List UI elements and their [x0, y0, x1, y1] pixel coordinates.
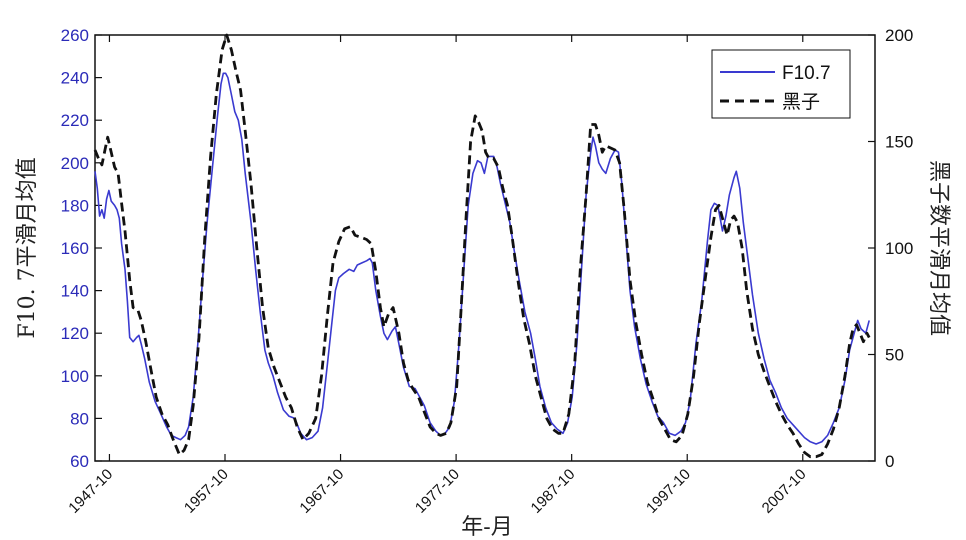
- y-left-tick-label: 200: [61, 154, 89, 173]
- left-axis: 60 80 100 120 140 160 180 200 220 240 260: [61, 26, 102, 471]
- legend: F10.7 黑子: [711, 49, 851, 119]
- y-right-tick-label: 100: [885, 239, 913, 258]
- legend-label-f107: F10.7: [782, 63, 831, 84]
- x-axis-title: 年-月: [461, 515, 512, 540]
- y-right-tick-label: 150: [885, 133, 913, 152]
- y-right-tick-label: 50: [885, 346, 904, 365]
- series-line-sunspot: [93, 33, 871, 459]
- y-left-tick-label: 100: [61, 367, 89, 386]
- y-right-tick-label: 0: [885, 452, 894, 471]
- y-axis-right-title: 黑子数平滑月均值: [926, 160, 951, 336]
- y-left-tick-label: 240: [61, 69, 89, 88]
- x-tick-label: 2007-10: [759, 466, 810, 517]
- x-tick-label: 1967-10: [296, 466, 347, 517]
- y-right-tick-label: 200: [885, 26, 913, 45]
- x-tick-label: 1997-10: [643, 466, 694, 517]
- y-left-tick-label: 60: [70, 452, 89, 471]
- y-left-tick-label: 140: [61, 282, 89, 301]
- right-axis: 0 50 100 150 200: [868, 26, 913, 471]
- x-tick-label: 1957-10: [181, 466, 232, 517]
- y-left-tick-label: 160: [61, 239, 89, 258]
- x-tick-label: 1987-10: [528, 466, 579, 517]
- y-left-tick-label: 80: [70, 409, 89, 428]
- y-left-tick-label: 260: [61, 26, 89, 45]
- series-layer: [93, 33, 871, 459]
- x-tick-label: 1977-10: [412, 466, 463, 517]
- y-left-tick-label: 180: [61, 196, 89, 215]
- x-tick-label: 1947-10: [65, 466, 116, 517]
- x-axis: 1947-10 1957-10 1967-10 1977-10 1987-10 1997-…: [65, 35, 810, 517]
- y-left-tick-label: 120: [61, 324, 89, 343]
- y-axis-left-title: F10. 7平滑月均值: [15, 157, 40, 338]
- legend-box: [711, 49, 851, 119]
- legend-label-sunspot: 黑子: [782, 92, 820, 113]
- y-left-tick-label: 220: [61, 111, 89, 130]
